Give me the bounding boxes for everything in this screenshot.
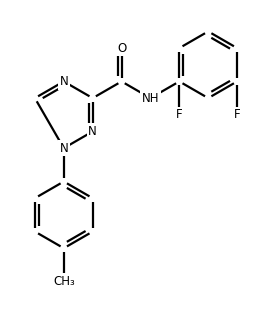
Text: NH: NH bbox=[142, 92, 159, 105]
Text: N: N bbox=[59, 75, 68, 88]
Text: F: F bbox=[234, 108, 240, 121]
Text: CH₃: CH₃ bbox=[53, 275, 75, 288]
Text: N: N bbox=[88, 125, 97, 138]
Text: N: N bbox=[59, 142, 68, 155]
Text: O: O bbox=[117, 42, 126, 54]
Text: F: F bbox=[176, 108, 183, 121]
